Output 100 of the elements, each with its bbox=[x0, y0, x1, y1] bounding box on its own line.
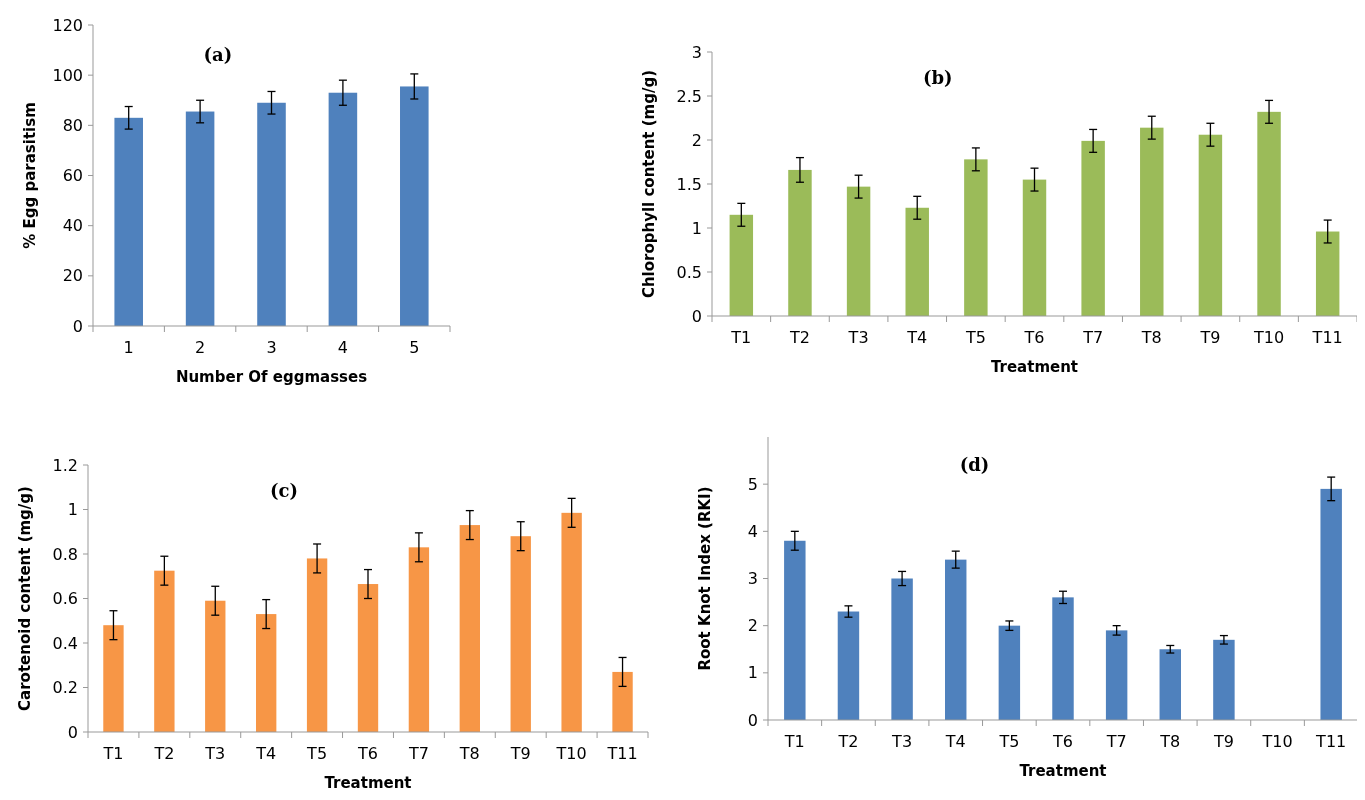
x-tick-label: 4 bbox=[337, 338, 348, 357]
bar bbox=[328, 92, 358, 326]
x-tick-label: T10 bbox=[555, 744, 587, 763]
x-tick-label: T8 bbox=[1159, 732, 1181, 751]
bar bbox=[459, 525, 480, 732]
x-tick-label: T10 bbox=[1252, 328, 1285, 347]
x-tick-label: T7 bbox=[1082, 328, 1104, 347]
y-tick-label: 20 bbox=[62, 266, 83, 286]
x-tick-label: T4 bbox=[944, 732, 966, 751]
bar bbox=[1052, 597, 1074, 720]
bar bbox=[205, 600, 226, 732]
x-tick-label: T3 bbox=[847, 328, 869, 347]
x-tick-label: T2 bbox=[153, 744, 175, 763]
bar bbox=[612, 671, 633, 732]
bar bbox=[891, 578, 913, 720]
y-axis-title: Carotenoid content (mg/g) bbox=[16, 486, 34, 711]
y-tick-label: 0.6 bbox=[52, 589, 78, 609]
text: (c) bbox=[270, 480, 298, 502]
y-tick-label: 60 bbox=[62, 166, 83, 186]
y-tick-label: 1 bbox=[67, 500, 78, 520]
bar bbox=[964, 159, 988, 316]
text: (b) bbox=[922, 66, 953, 88]
x-tick-label: T6 bbox=[1023, 328, 1045, 347]
y-tick-label: 1.2 bbox=[52, 455, 78, 475]
y-axis-title: Root Knot Index (RKI) bbox=[696, 486, 714, 671]
y-tick-label: 1.5 bbox=[676, 174, 702, 194]
bar bbox=[257, 102, 286, 326]
bar bbox=[846, 186, 871, 316]
x-tick-label: 5 bbox=[409, 338, 420, 357]
y-tick-label: 0.2 bbox=[52, 678, 78, 698]
x-tick-label: T1 bbox=[730, 328, 752, 347]
bar bbox=[400, 86, 429, 326]
bar bbox=[1213, 639, 1235, 720]
x-tick-label: T3 bbox=[204, 744, 226, 763]
bar bbox=[1198, 134, 1223, 316]
bar bbox=[510, 536, 531, 732]
bar bbox=[306, 558, 328, 732]
y-tick-label: 0 bbox=[72, 316, 83, 336]
y-tick-label: 2.5 bbox=[676, 86, 702, 106]
bar bbox=[185, 111, 215, 326]
x-axis-title: Treatment bbox=[1019, 762, 1107, 780]
x-tick-label: T5 bbox=[998, 732, 1020, 751]
bar bbox=[561, 512, 582, 732]
y-tick-label: 120 bbox=[52, 15, 83, 35]
bar bbox=[788, 169, 812, 316]
bar bbox=[1159, 649, 1181, 720]
bar bbox=[256, 614, 277, 732]
bar bbox=[357, 584, 379, 732]
x-tick-label: T3 bbox=[891, 732, 913, 751]
bar bbox=[1320, 488, 1342, 720]
y-tick-label: 40 bbox=[62, 216, 83, 236]
x-tick-label: T11 bbox=[1311, 328, 1343, 347]
x-tick-label: T7 bbox=[407, 744, 429, 763]
x-tick-label: T5 bbox=[306, 744, 328, 763]
x-tick-label: T1 bbox=[102, 744, 124, 763]
x-tick-label: T7 bbox=[1105, 732, 1127, 751]
bar bbox=[729, 214, 754, 316]
y-tick-label: 1 bbox=[691, 218, 702, 238]
x-tick-label: T9 bbox=[1212, 732, 1234, 751]
bar bbox=[1257, 111, 1281, 316]
bar bbox=[998, 625, 1021, 720]
x-axis-title: Treatment bbox=[324, 774, 412, 792]
text: (d) bbox=[959, 453, 990, 475]
bar bbox=[154, 570, 175, 732]
bar bbox=[408, 547, 430, 732]
x-axis-title: Number Of eggmasses bbox=[175, 368, 368, 386]
y-axis-title: Chlorophyll content (mg/g) bbox=[640, 69, 658, 299]
y-axis-title: % Egg parasitism bbox=[21, 102, 39, 249]
bar bbox=[103, 625, 124, 732]
text: (a) bbox=[203, 44, 233, 66]
bar bbox=[1022, 179, 1047, 316]
y-tick-label: 4 bbox=[747, 521, 758, 541]
x-tick-label: T9 bbox=[509, 744, 531, 763]
bar bbox=[1105, 630, 1128, 720]
y-tick-label: 5 bbox=[747, 474, 758, 494]
bar bbox=[905, 207, 929, 316]
y-tick-label: 100 bbox=[52, 65, 83, 85]
x-tick-label: T2 bbox=[788, 328, 810, 347]
x-tick-label: T1 bbox=[783, 732, 805, 751]
y-tick-label: 0.4 bbox=[52, 633, 78, 653]
x-tick-label: T4 bbox=[906, 328, 928, 347]
y-tick-label: 1 bbox=[747, 663, 758, 683]
y-tick-label: 80 bbox=[62, 115, 83, 135]
y-tick-label: 2 bbox=[691, 130, 702, 150]
x-tick-label: T2 bbox=[837, 732, 859, 751]
bar bbox=[1081, 140, 1105, 316]
bar bbox=[945, 559, 967, 720]
bar bbox=[1315, 231, 1340, 316]
x-tick-label: T10 bbox=[1261, 732, 1293, 751]
x-tick-label: T8 bbox=[458, 744, 480, 763]
x-tick-label: T8 bbox=[1140, 328, 1162, 347]
x-axis-title: Treatment bbox=[990, 358, 1079, 376]
x-tick-label: T11 bbox=[606, 744, 638, 763]
bar bbox=[837, 611, 860, 720]
y-tick-label: 0.8 bbox=[52, 544, 78, 564]
y-tick-label: 2 bbox=[747, 616, 758, 636]
x-tick-label: T9 bbox=[1199, 328, 1221, 347]
y-tick-label: 0 bbox=[691, 306, 702, 326]
x-tick-label: T4 bbox=[255, 744, 277, 763]
bar bbox=[1140, 127, 1164, 316]
